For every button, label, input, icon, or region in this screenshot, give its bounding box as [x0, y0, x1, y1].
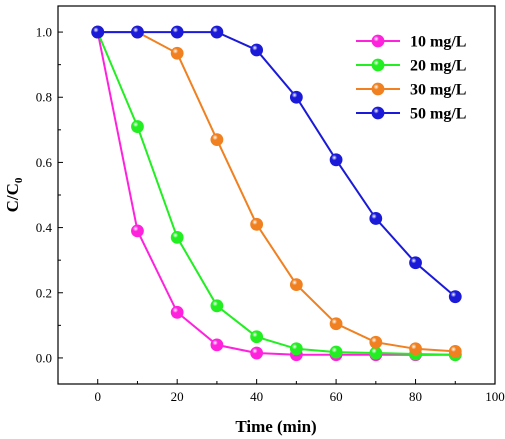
data-point: [210, 25, 224, 39]
data-point: [409, 342, 422, 356]
series-2: [91, 25, 462, 362]
series-1: [91, 25, 462, 362]
series-layer: [91, 25, 462, 362]
legend-swatch-marker: [371, 106, 385, 120]
legend-item: 10 mg/L: [356, 34, 466, 51]
data-point: [250, 43, 264, 57]
data-point: [170, 305, 184, 319]
y-tick-label: 1.0: [36, 25, 52, 40]
data-point: [131, 224, 144, 238]
data-point: [329, 317, 343, 331]
data-point: [210, 338, 224, 352]
legend: 10 mg/L 20 mg/L 30 mg/L 50 mg/L: [356, 34, 466, 123]
x-tick-label: 40: [250, 389, 263, 404]
y-tick-label: 0.0: [36, 350, 52, 365]
data-point: [448, 345, 462, 358]
legend-swatch-marker: [371, 58, 385, 72]
data-point: [369, 212, 383, 225]
data-point: [250, 330, 264, 344]
legend-label: 20 mg/L: [410, 58, 466, 75]
data-point: [289, 90, 303, 104]
y-axis-title-main: C/C: [3, 183, 22, 212]
y-axis-title-subscript: 0: [13, 177, 25, 183]
data-point: [289, 278, 303, 292]
legend-label: 10 mg/L: [410, 34, 466, 51]
data-point: [289, 342, 303, 356]
y-axis-title: C/C0: [3, 177, 25, 212]
series-line: [96, 31, 456, 356]
x-tick-label: 0: [94, 389, 101, 404]
data-point: [91, 25, 105, 39]
data-point: [210, 299, 224, 313]
x-axis-title: Time (min): [235, 417, 316, 436]
legend-item: 30 mg/L: [356, 82, 466, 99]
legend-swatch-marker: [371, 34, 385, 48]
x-tick-label: 20: [171, 389, 184, 404]
legend-swatch-marker: [371, 82, 385, 96]
data-point: [170, 230, 184, 244]
legend-item: 50 mg/L: [356, 106, 466, 123]
series-3: [91, 25, 462, 358]
data-point: [170, 25, 184, 39]
axis-ticks: 0 20 40 60 80 100 0.0 0.2 0.4 0.6 0.8 1.0: [36, 25, 505, 404]
data-point: [131, 25, 144, 39]
x-tick-label: 60: [330, 389, 343, 404]
data-point: [250, 217, 264, 231]
series-4: [91, 25, 462, 304]
series-line: [97, 31, 456, 353]
legend-item: 20 mg/L: [356, 58, 466, 75]
data-point: [409, 256, 422, 270]
legend-label: 30 mg/L: [410, 82, 466, 99]
data-point: [369, 346, 383, 360]
data-point: [170, 46, 184, 60]
data-point: [131, 120, 144, 133]
y-tick-label: 0.2: [36, 285, 52, 300]
data-point: [329, 153, 343, 167]
data-point: [329, 345, 343, 359]
x-tick-label: 80: [409, 389, 422, 404]
data-point: [210, 133, 224, 147]
y-tick-label: 0.8: [36, 90, 52, 105]
y-tick-label: 0.6: [36, 155, 53, 170]
y-tick-label: 0.4: [36, 220, 53, 235]
data-point: [250, 346, 264, 360]
data-point: [369, 335, 383, 349]
legend-label: 50 mg/L: [410, 106, 466, 123]
series-line: [96, 31, 456, 356]
series-line: [97, 31, 456, 298]
data-point: [448, 290, 462, 304]
x-tick-label: 100: [485, 389, 505, 404]
